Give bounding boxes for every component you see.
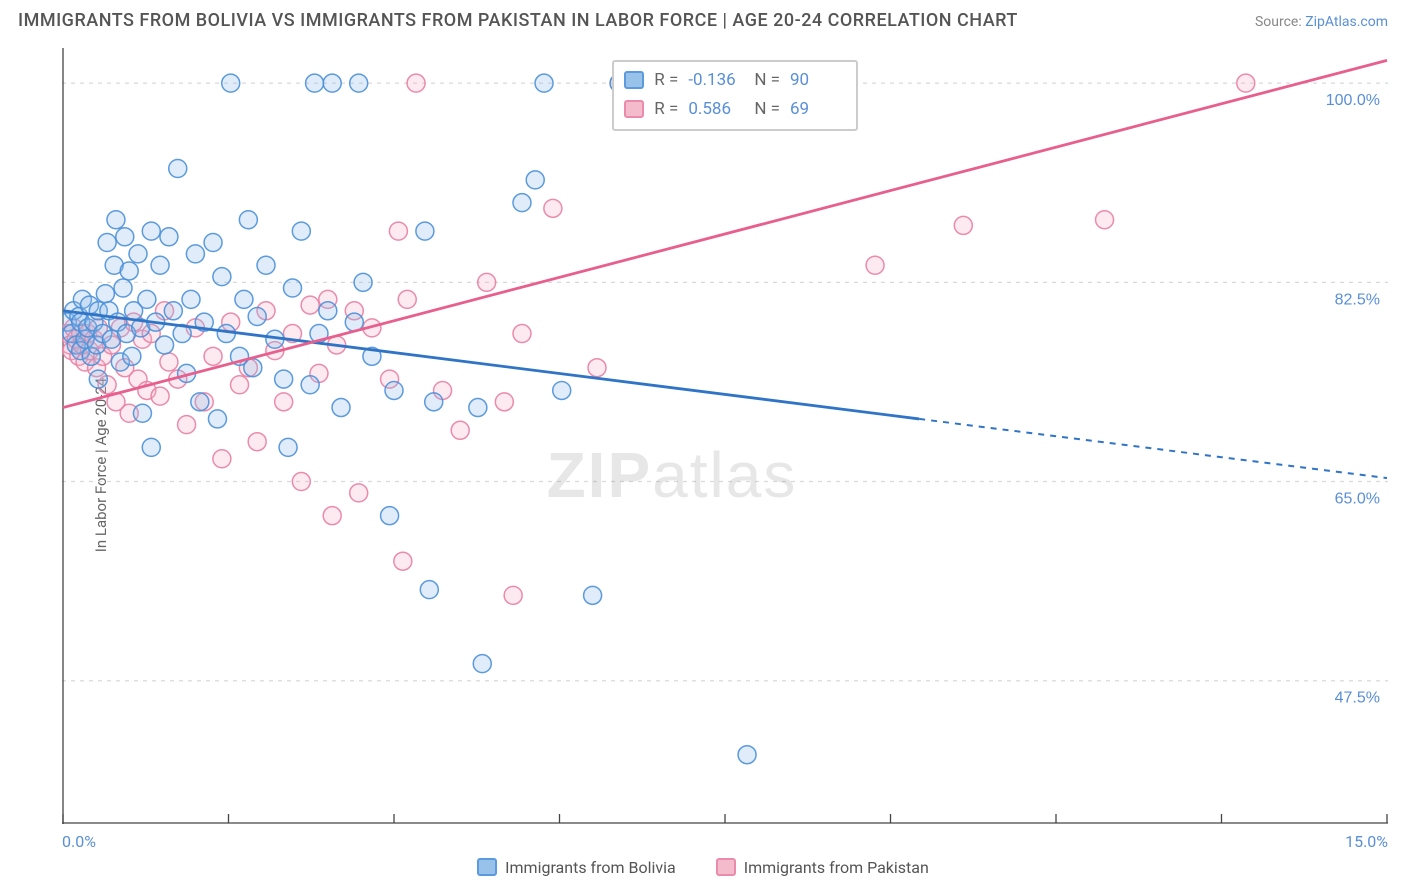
legend-r-pakistan: 0.586: [688, 95, 744, 124]
legend-r-label: R =: [654, 66, 678, 95]
chart-area: In Labor Force | Age 20-24 47.5%65.0%82.…: [18, 48, 1388, 882]
svg-text:82.5%: 82.5%: [1335, 291, 1380, 308]
legend-swatch-icon: [716, 858, 736, 876]
legend-r-bolivia: -0.136: [688, 66, 744, 95]
legend-swatch-pakistan: [624, 100, 644, 118]
source-label: Source:: [1255, 14, 1302, 30]
source-attribution: Source: ZipAtlas.com: [1255, 14, 1388, 30]
legend-row-bolivia: R = -0.136 N = 90: [624, 66, 846, 95]
legend-swatch-icon: [477, 858, 497, 876]
svg-text:65.0%: 65.0%: [1335, 491, 1380, 508]
legend-label-bolivia: Immigrants from Bolivia: [505, 858, 676, 877]
legend-n-bolivia: 90: [790, 66, 846, 95]
legend-row-pakistan: R = 0.586 N = 69: [624, 95, 846, 124]
correlation-legend: R = -0.136 N = 90 R = 0.586 N = 69: [612, 60, 858, 132]
chart-title: IMMIGRANTS FROM BOLIVIA VS IMMIGRANTS FR…: [18, 10, 1018, 31]
source-link[interactable]: ZipAtlas.com: [1305, 14, 1388, 30]
legend-n-pakistan: 69: [790, 95, 846, 124]
plot-region: 47.5%65.0%82.5%100.0% ZIPatlas R = -0.13…: [62, 48, 1388, 824]
legend-n-label: N =: [754, 66, 780, 95]
legend-item-pakistan: Immigrants from Pakistan: [716, 858, 929, 877]
legend-r-label: R =: [654, 95, 678, 124]
svg-text:100.0%: 100.0%: [1326, 92, 1380, 109]
series-legend: Immigrants from Bolivia Immigrants from …: [18, 852, 1388, 882]
scatter-plot-svg: 47.5% 65.0% 82.5% 100.0%: [62, 48, 1388, 824]
legend-label-pakistan: Immigrants from Pakistan: [744, 858, 929, 877]
legend-item-bolivia: Immigrants from Bolivia: [477, 858, 676, 877]
legend-n-label: N =: [754, 95, 780, 124]
chart-header: IMMIGRANTS FROM BOLIVIA VS IMMIGRANTS FR…: [0, 0, 1406, 39]
legend-swatch-bolivia: [624, 71, 644, 89]
svg-text:47.5%: 47.5%: [1335, 690, 1380, 707]
x-axis-labels: 0.0%15.0%: [62, 832, 1388, 854]
